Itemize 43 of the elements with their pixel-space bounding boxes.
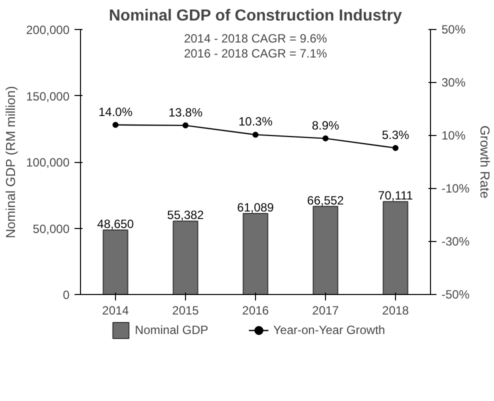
- y-tick-label: 200,000: [26, 23, 70, 37]
- data-label: 48,650: [97, 217, 134, 232]
- y2-tick-label: -30%: [442, 234, 470, 248]
- y2-tick-label: -50%: [442, 288, 470, 302]
- legend-label: Nominal GDP: [134, 323, 208, 337]
- data-label: 13.8%: [168, 105, 203, 120]
- y-tick-label: 0: [62, 288, 70, 302]
- data-label: 70,111: [378, 188, 414, 203]
- point: [112, 122, 118, 128]
- bar: [312, 206, 338, 294]
- y2-tick-label: 30%: [442, 76, 466, 90]
- y2-tick-label: -10%: [442, 182, 470, 196]
- data-label: 10.3%: [238, 114, 273, 129]
- point: [392, 144, 398, 151]
- annotation: 2016 - 2018 CAGR = 7.1%: [184, 46, 328, 60]
- bar: [172, 220, 198, 294]
- y-tick-label: 50,000: [32, 222, 70, 236]
- x-tick-label: 2018: [382, 304, 410, 318]
- data-label: 5.3%: [382, 128, 410, 142]
- y2-tick-label: 50%: [442, 22, 466, 36]
- x-tick-label: 2017: [312, 304, 340, 318]
- y2-axis-title: Growth Rate: [478, 126, 493, 198]
- chart-title: Nominal GDP of Construction Industry: [108, 8, 402, 24]
- point: [252, 132, 258, 138]
- data-label: 8.9%: [312, 118, 340, 132]
- y-tick-label: 100,000: [26, 156, 70, 170]
- data-label: 14.0%: [98, 104, 133, 119]
- annotation: 2014 - 2018 CAGR = 9.6%: [184, 32, 328, 46]
- bar: [242, 213, 268, 294]
- data-label: 55,382: [167, 208, 204, 222]
- y-tick-label: 150,000: [26, 89, 70, 104]
- legend-label: Year-on-Year Growth: [273, 323, 386, 337]
- bar: [382, 201, 408, 294]
- x-tick-label: 2016: [242, 304, 270, 318]
- x-tick-label: 2015: [172, 304, 200, 318]
- y-axis-title: Nominal GDP (RM million): [3, 86, 18, 238]
- data-label: 66,552: [307, 193, 344, 208]
- point: [182, 122, 188, 128]
- data-label: 61,089: [237, 200, 274, 215]
- y2-tick-label: 10%: [442, 128, 466, 142]
- x-tick-label: 2014: [102, 304, 130, 318]
- point: [322, 135, 328, 142]
- bar: [102, 230, 128, 294]
